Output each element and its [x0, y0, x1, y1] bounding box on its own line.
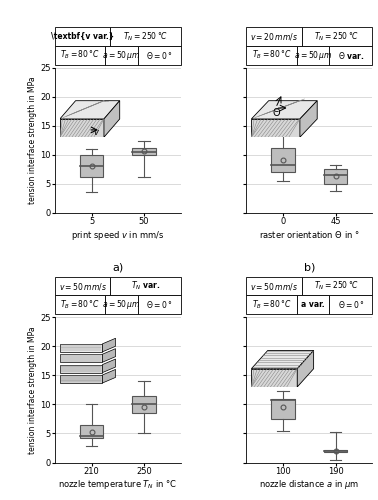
Text: $a = 50\,\mu m$: $a = 50\,\mu m$: [294, 48, 333, 62]
FancyBboxPatch shape: [330, 296, 372, 314]
Text: $a = 50\,\mu m$: $a = 50\,\mu m$: [102, 48, 141, 62]
Bar: [80, 154, 103, 176]
FancyBboxPatch shape: [246, 296, 297, 314]
Text: a): a): [112, 262, 124, 272]
Bar: [132, 148, 156, 154]
Text: $v = 50\,mm/s$: $v = 50\,mm/s$: [59, 280, 107, 291]
Text: $v = 50\,mm/s$: $v = 50\,mm/s$: [250, 280, 298, 291]
Text: $T_N$ var.: $T_N$ var.: [131, 280, 160, 292]
Text: $T_N = 250\,°C$: $T_N = 250\,°C$: [314, 30, 359, 42]
Bar: [324, 450, 347, 452]
Text: $a = 50\,\mu m$: $a = 50\,\mu m$: [102, 298, 141, 312]
FancyBboxPatch shape: [297, 46, 330, 64]
X-axis label: raster orientation $\Theta$ in °: raster orientation $\Theta$ in °: [259, 228, 360, 239]
Text: $T_N = 250\,°C$: $T_N = 250\,°C$: [314, 280, 359, 292]
Text: $\Theta = 0\,°$: $\Theta = 0\,°$: [146, 300, 173, 310]
FancyBboxPatch shape: [302, 27, 372, 46]
FancyBboxPatch shape: [246, 46, 297, 64]
Text: $T_B = 80\,°C$: $T_B = 80\,°C$: [60, 298, 100, 311]
Text: $v = 20\,mm/s$: $v = 20\,mm/s$: [250, 31, 298, 42]
Text: \textbf{v var.}: \textbf{v var.}: [51, 32, 114, 41]
FancyBboxPatch shape: [105, 46, 138, 64]
FancyBboxPatch shape: [55, 46, 105, 64]
Text: $T_B = 80\,°C$: $T_B = 80\,°C$: [60, 49, 100, 62]
Y-axis label: tension interface strength in MPa: tension interface strength in MPa: [28, 326, 37, 454]
FancyBboxPatch shape: [110, 276, 181, 295]
Text: $T_B = 80\,°C$: $T_B = 80\,°C$: [251, 49, 291, 62]
FancyBboxPatch shape: [246, 27, 302, 46]
FancyBboxPatch shape: [138, 296, 181, 314]
FancyBboxPatch shape: [330, 46, 372, 64]
Text: $\Theta = 0\,°$: $\Theta = 0\,°$: [146, 50, 173, 60]
FancyBboxPatch shape: [55, 276, 110, 295]
FancyBboxPatch shape: [105, 296, 138, 314]
Text: $\Theta$ var.: $\Theta$ var.: [338, 50, 364, 60]
Bar: [132, 396, 156, 413]
Bar: [271, 148, 295, 172]
Bar: [324, 169, 347, 184]
Text: $T_B = 80\,°C$: $T_B = 80\,°C$: [251, 298, 291, 311]
FancyBboxPatch shape: [55, 27, 110, 46]
FancyBboxPatch shape: [297, 296, 330, 314]
FancyBboxPatch shape: [246, 276, 302, 295]
X-axis label: nozzle distance $a$ in $\mu$m: nozzle distance $a$ in $\mu$m: [259, 478, 359, 492]
FancyBboxPatch shape: [110, 27, 181, 46]
FancyBboxPatch shape: [302, 276, 372, 295]
X-axis label: nozzle temperature $T_N$ in °C: nozzle temperature $T_N$ in °C: [58, 478, 177, 492]
Text: $\Theta = 0\,°$: $\Theta = 0\,°$: [338, 300, 364, 310]
FancyBboxPatch shape: [55, 296, 105, 314]
Bar: [80, 424, 103, 438]
Text: a var.: a var.: [301, 300, 325, 310]
Y-axis label: tension interface strength in MPa: tension interface strength in MPa: [28, 76, 37, 204]
Text: b): b): [304, 262, 315, 272]
X-axis label: print speed $v$ in mm/s: print speed $v$ in mm/s: [71, 228, 164, 241]
Text: $T_N = 250\,°C$: $T_N = 250\,°C$: [123, 30, 168, 42]
FancyBboxPatch shape: [138, 46, 181, 64]
Bar: [271, 398, 295, 419]
